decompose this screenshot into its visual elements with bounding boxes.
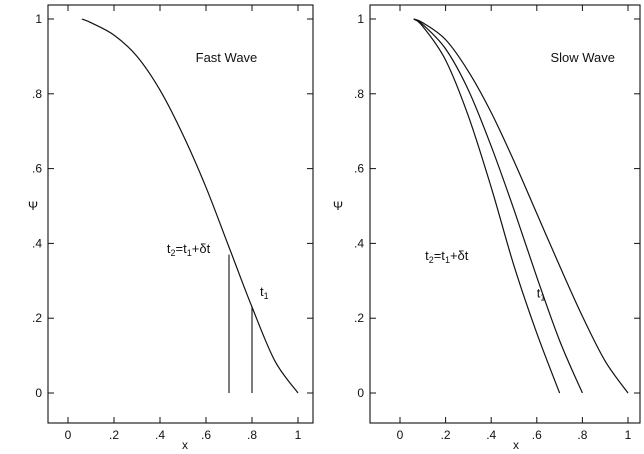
annotation-label: t1 <box>537 286 546 303</box>
series-line-2 <box>413 18 583 394</box>
annotation-subscript: 2 <box>171 248 176 258</box>
annotation-subscript: 1 <box>445 255 450 265</box>
y-tick-label: .2 <box>354 311 364 325</box>
annotation-label: t1 <box>260 284 269 301</box>
y-tick-label: .4 <box>32 236 42 250</box>
y-tick-label: 1 <box>35 12 42 26</box>
y-tick-label: .6 <box>354 162 364 176</box>
x-tick-label: 1 <box>295 428 302 442</box>
x-tick-label: .6 <box>532 428 542 442</box>
annotation-t: t <box>167 241 171 256</box>
annotation-plus-delta-t: +δt <box>450 248 469 263</box>
annotation-label: t2=t1+δt <box>167 241 211 258</box>
y-tick-label: .8 <box>32 87 42 101</box>
y-tick-label: .6 <box>32 162 42 176</box>
x-tick-label: .4 <box>155 428 165 442</box>
x-tick-label: .8 <box>577 428 587 442</box>
plot-frame <box>47 4 314 424</box>
x-tick-label: .6 <box>201 428 211 442</box>
chart-title: Fast Wave <box>196 50 258 65</box>
annotation-label: t2=t1+δt <box>425 248 469 265</box>
y-axis-label: Ψ <box>28 199 38 213</box>
series-line-1 <box>413 18 561 394</box>
y-tick-label: .4 <box>354 236 364 250</box>
y-tick-label: .2 <box>32 311 42 325</box>
series-line-3 <box>413 18 629 394</box>
x-tick-label: .8 <box>247 428 257 442</box>
series-line-1 <box>81 18 299 394</box>
annotation-t: t <box>260 284 264 299</box>
annotation-subscript: 1 <box>264 291 269 301</box>
x-tick-label: .2 <box>441 428 451 442</box>
x-axis-label: x <box>513 438 519 452</box>
annotation-equals-t: =t <box>434 248 446 263</box>
y-tick-label: 1 <box>357 12 364 26</box>
x-axis-label: x <box>182 438 188 452</box>
annotation-subscript: 1 <box>540 293 545 303</box>
y-tick-label: 0 <box>35 386 42 400</box>
annotation-equals-t: =t <box>176 241 188 256</box>
annotation-t: t <box>537 286 541 301</box>
x-tick-label: 0 <box>65 428 72 442</box>
x-tick-label: .4 <box>486 428 496 442</box>
annotation-subscript: 1 <box>187 248 192 258</box>
x-tick-label: .2 <box>109 428 119 442</box>
annotation-plus-delta-t: +δt <box>192 241 211 256</box>
y-tick-label: .8 <box>354 87 364 101</box>
y-axis-label: Ψ <box>333 199 343 213</box>
annotation-subscript: 2 <box>429 255 434 265</box>
x-tick-label: 1 <box>625 428 632 442</box>
plot-frame <box>369 4 641 424</box>
chart-title: Slow Wave <box>550 50 615 65</box>
x-tick-label: 0 <box>397 428 404 442</box>
annotation-t: t <box>425 248 429 263</box>
y-tick-label: 0 <box>357 386 364 400</box>
